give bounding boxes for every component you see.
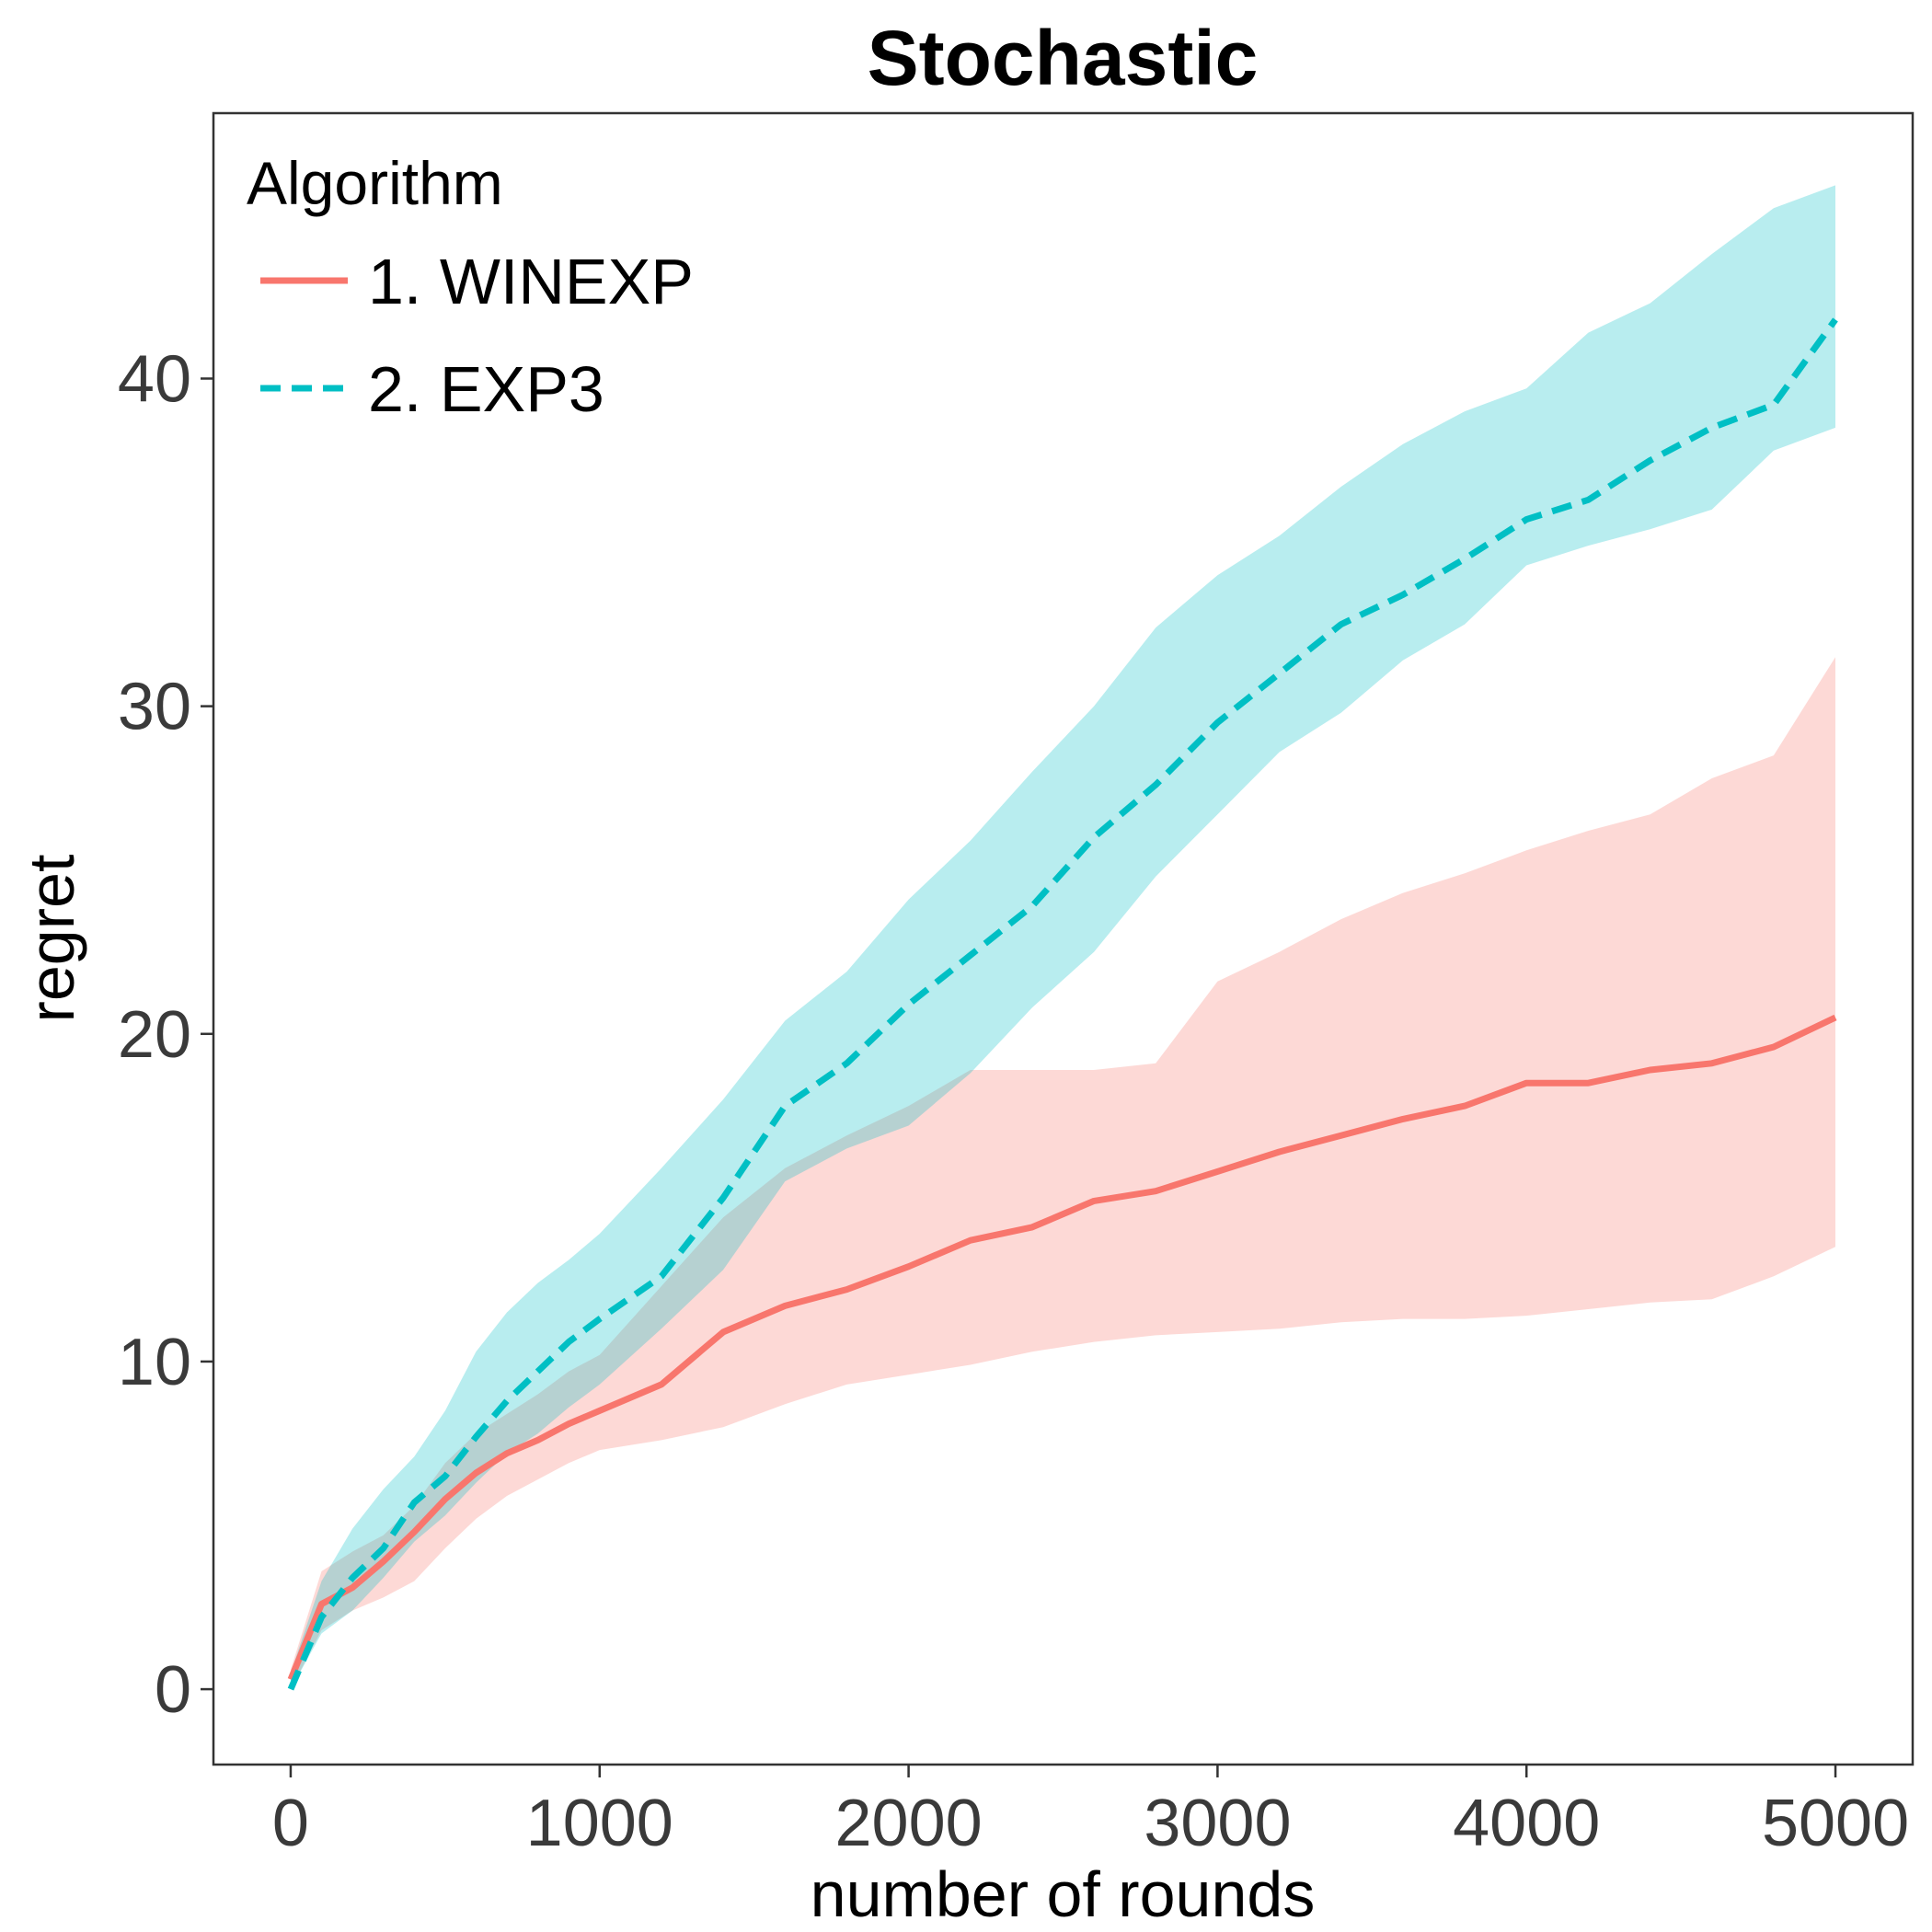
x-tick-label: 3000 [1144,1787,1291,1860]
series-lines [287,317,1838,1691]
y-axis: 0 10 20 30 40 [118,342,213,1727]
y-tick-label: 30 [118,671,191,744]
line-exp3 [287,317,1838,1691]
x-axis-label: number of rounds [811,1858,1316,1930]
x-tick-label: 5000 [1762,1787,1909,1860]
x-tick-label: 4000 [1453,1787,1600,1860]
y-tick-label: 40 [118,342,191,416]
chart-title: Stochastic [868,15,1259,101]
x-tick-label: 1000 [526,1787,673,1860]
confidence-bands [291,185,1835,1690]
legend-label-winexp: 1. WINEXP [368,246,694,317]
band-winexp [291,657,1835,1690]
plot-panel [212,111,1915,1766]
legend: Algorithm 1. WINEXP 2. EXP3 [247,149,694,425]
y-axis-label: regret [16,855,87,1023]
y-tick-label: 20 [118,998,191,1072]
line-winexp [287,1014,1837,1681]
y-tick-label: 0 [155,1653,191,1727]
x-axis: 0 1000 2000 3000 4000 5000 [272,1765,1909,1860]
y-tick-label: 10 [118,1326,191,1399]
x-tick-label: 2000 [835,1787,983,1860]
x-tick-label: 0 [272,1787,309,1860]
legend-title: Algorithm [247,149,503,217]
legend-label-exp3: 2. EXP3 [368,353,604,425]
band-exp3 [291,185,1835,1690]
